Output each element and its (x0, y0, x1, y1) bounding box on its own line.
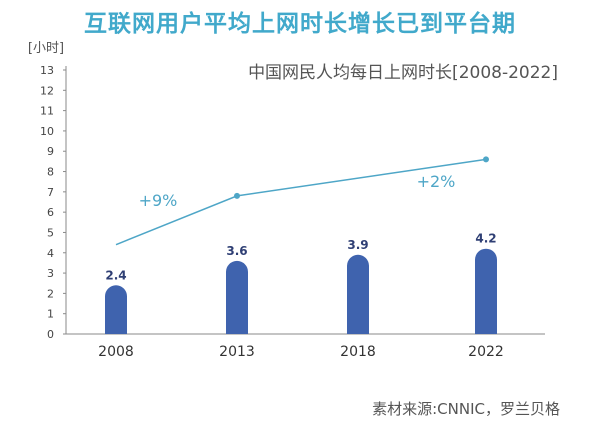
x-tick-label: 2022 (468, 344, 504, 360)
y-tick-label: 3 (47, 267, 54, 280)
bar (347, 254, 369, 334)
y-tick-label: 8 (47, 166, 54, 179)
y-tick-label: 11 (40, 105, 54, 118)
trend-point (483, 156, 489, 163)
y-tick-label: 6 (47, 206, 54, 219)
bar (475, 248, 497, 334)
chart-title: 互联网用户平均上网时长增长已到平台期 (84, 11, 516, 37)
bar-value-label: 3.6 (226, 244, 247, 258)
chart-source: 素材来源:CNNIC，罗兰贝格 (372, 400, 560, 418)
y-tick-label: 1 (47, 308, 54, 321)
chart-subtitle: 中国网民人均每日上网时长[2008-2022] (248, 63, 558, 83)
y-tick-label: 9 (47, 145, 54, 158)
growth-annotation-2: +2% (417, 172, 456, 191)
y-tick-label: 4 (47, 247, 54, 260)
bars (105, 248, 497, 334)
bar (226, 260, 248, 334)
bar (105, 285, 127, 334)
x-tick-label: 2013 (219, 344, 255, 360)
x-tick-label: 2018 (340, 344, 376, 360)
labels: 2.4 2008 3.6 2013 3.9 2018 4.2 2022 (98, 232, 504, 360)
x-tick-label: 2008 (98, 344, 134, 360)
bar-value-label: 4.2 (475, 232, 496, 246)
y-tick-label: 5 (47, 226, 54, 239)
y-tick-label: 13 (40, 64, 54, 77)
y-tick-label: 7 (47, 186, 54, 199)
trend-point (234, 192, 240, 199)
bar-value-label: 2.4 (105, 268, 126, 282)
y-tick-label: 2 (47, 287, 54, 300)
y-tick-label: 0 (47, 328, 54, 341)
y-tick-label: 12 (40, 84, 54, 97)
bar-value-label: 3.9 (347, 238, 368, 252)
y-tick-label: 10 (40, 125, 54, 138)
y-axis-label: [小时] (28, 41, 64, 56)
trend-line (115, 156, 489, 246)
growth-annotation-1: +9% (139, 191, 178, 210)
